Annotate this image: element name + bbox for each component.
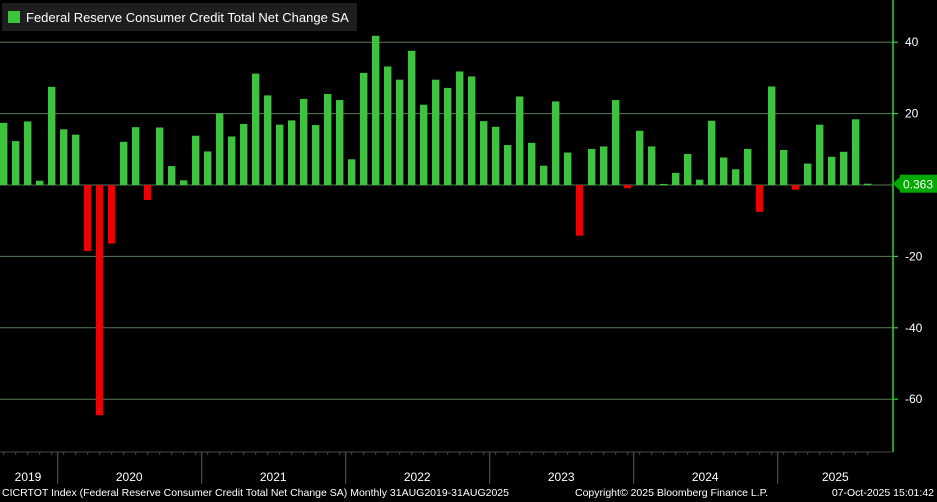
- y-tick-label: -60: [905, 392, 923, 406]
- bar-35: [420, 104, 428, 185]
- bar-6: [72, 134, 80, 185]
- bar-21: [252, 73, 260, 185]
- y-tick-label: 20: [905, 107, 919, 121]
- bar-48: [576, 185, 584, 236]
- bar-5: [60, 129, 68, 185]
- bar-45: [540, 165, 548, 185]
- x-tick-label: 2019: [15, 470, 42, 484]
- bar-14: [168, 166, 176, 185]
- bar-58: [696, 179, 704, 185]
- bar-54: [648, 146, 656, 185]
- bar-38: [456, 71, 464, 185]
- bar-56: [672, 172, 680, 185]
- bar-52: [624, 185, 632, 189]
- footer-copyright: Copyright© 2025 Bloomberg Finance L.P.: [575, 487, 769, 499]
- bar-70: [840, 151, 848, 185]
- bar-51: [612, 100, 620, 185]
- bar-47: [564, 152, 572, 185]
- bar-4: [48, 86, 56, 185]
- bar-28: [336, 100, 344, 185]
- x-tick-label: 2021: [260, 470, 287, 484]
- bar-66: [792, 185, 800, 190]
- bar-26: [312, 125, 320, 185]
- bar-60: [720, 157, 728, 185]
- bar-3: [36, 180, 44, 185]
- bar-30: [360, 72, 368, 185]
- bar-13: [156, 127, 164, 185]
- bar-62: [744, 148, 752, 185]
- bar-31: [372, 35, 380, 185]
- y-tick-label: 40: [905, 35, 919, 49]
- bar-59: [708, 120, 716, 185]
- bar-55: [660, 183, 668, 186]
- bar-71: [852, 119, 860, 185]
- bar-1: [12, 141, 20, 185]
- bar-10: [120, 141, 128, 185]
- bar-25: [300, 98, 308, 185]
- bar-39: [468, 76, 476, 185]
- x-tick-label: 2023: [548, 470, 575, 484]
- bar-7: [84, 185, 92, 252]
- last-value-pointer: [893, 175, 901, 192]
- bar-69: [828, 156, 836, 185]
- bar-36: [432, 79, 440, 185]
- bar-46: [552, 101, 560, 185]
- y-tick-label: -20: [905, 249, 923, 263]
- bar-44: [528, 142, 536, 185]
- legend-swatch: [8, 11, 20, 23]
- bar-19: [228, 136, 236, 185]
- bar-29: [348, 159, 356, 185]
- bar-72: [864, 183, 872, 186]
- bar-2: [24, 121, 32, 185]
- bar-9: [108, 185, 116, 244]
- bar-17: [204, 151, 212, 185]
- bar-68: [816, 124, 824, 185]
- bar-20: [240, 123, 248, 185]
- bar-37: [444, 87, 452, 185]
- bar-12: [144, 185, 152, 200]
- bar-64: [768, 86, 776, 185]
- axes: 40 20 -20 -40 -60 0.363 2019 2020 2021 2022 2023 20…: [0, 0, 937, 484]
- bar-57: [684, 153, 692, 185]
- bars: [0, 35, 872, 416]
- bar-49: [588, 148, 596, 185]
- bar-33: [396, 79, 404, 185]
- bar-16: [192, 135, 200, 185]
- x-tick-label: 2022: [404, 470, 431, 484]
- bar-53: [636, 130, 644, 185]
- y-tick-label: -40: [905, 321, 923, 335]
- bar-67: [804, 163, 812, 185]
- bar-8: [96, 185, 104, 416]
- bar-42: [504, 145, 512, 185]
- bar-0: [0, 122, 8, 185]
- legend: Federal Reserve Consumer Credit Total Ne…: [2, 3, 357, 31]
- bar-18: [216, 113, 224, 185]
- bar-32: [384, 66, 392, 185]
- chart-title: Federal Reserve Consumer Credit Total Ne…: [26, 9, 349, 25]
- x-tick-label: 2025: [822, 470, 849, 484]
- footer: CICRTOT Index (Federal Reserve Consumer …: [0, 486, 937, 502]
- x-tick-label: 2020: [116, 470, 143, 484]
- bar-23: [276, 124, 284, 185]
- footer-index-description: CICRTOT Index (Federal Reserve Consumer …: [2, 487, 509, 499]
- bar-61: [732, 169, 740, 185]
- bar-40: [480, 121, 488, 185]
- x-tick-label: 2024: [692, 470, 719, 484]
- footer-timestamp: 07-Oct-2025 15:01:42: [831, 487, 934, 499]
- bar-15: [180, 180, 188, 185]
- bar-65: [780, 150, 788, 185]
- bar-50: [600, 146, 608, 185]
- bar-24: [288, 120, 296, 185]
- bar-11: [132, 127, 140, 185]
- bar-43: [516, 96, 524, 185]
- bar-63: [756, 185, 764, 212]
- bar-27: [324, 93, 332, 185]
- bar-41: [492, 126, 500, 185]
- bar-34: [408, 50, 416, 185]
- last-value-label: 0.363: [903, 178, 933, 192]
- chart-area: 40 20 -20 -40 -60 0.363 2019 2020 2021 2022 2023 20…: [0, 0, 937, 484]
- bar-22: [264, 95, 272, 185]
- last-value-box: [900, 174, 937, 193]
